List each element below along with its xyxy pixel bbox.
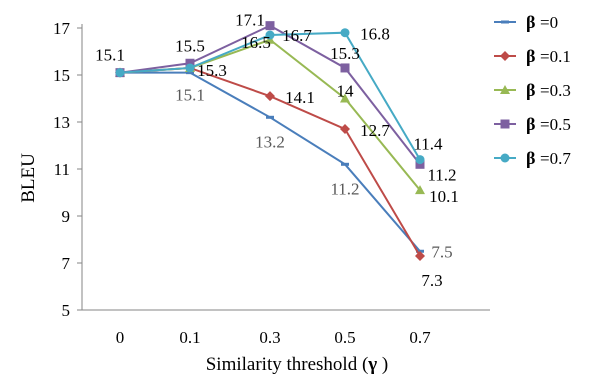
data-label: 15.5 xyxy=(175,36,205,55)
legend-series-name: =0.3 xyxy=(540,81,571,100)
legend: β =0β =0.1β =0.3β =0.5β =0.7 xyxy=(494,12,571,168)
data-point xyxy=(341,162,349,166)
data-label: 17.1 xyxy=(235,11,265,30)
legend-beta-symbol: β xyxy=(526,148,540,168)
legend-swatch-marker xyxy=(500,153,510,163)
data-point xyxy=(415,159,425,169)
x-tick-label: 0.5 xyxy=(334,328,355,347)
data-label: 16.7 xyxy=(282,26,312,45)
legend-entry: β =0.7 xyxy=(494,148,571,168)
legend-label: β =0.3 xyxy=(526,80,571,100)
data-point xyxy=(265,21,275,31)
data-label: 15.3 xyxy=(197,61,227,80)
data-label: 7.3 xyxy=(421,271,442,290)
data-label: 16.8 xyxy=(360,25,390,44)
x-tick-label: 0 xyxy=(116,328,125,347)
legend-series-name: =0.5 xyxy=(540,115,571,134)
data-label: 15.3 xyxy=(330,44,360,63)
legend-entry: β =0 xyxy=(494,12,558,32)
data-label: 12.7 xyxy=(360,121,390,140)
y-tick-label: 17 xyxy=(53,19,71,38)
data-label: 7.5 xyxy=(431,242,452,261)
legend-swatch-marker xyxy=(500,51,510,61)
legend-series-name: =0 xyxy=(540,13,558,32)
x-axis-title-prefix: Similarity threshold ( xyxy=(206,354,369,375)
data-point xyxy=(265,30,275,40)
x-tick-label: 0.1 xyxy=(179,328,200,347)
legend-series-name: =0.1 xyxy=(540,47,571,66)
series-layer xyxy=(115,21,425,261)
data-label: 16.5 xyxy=(241,33,271,52)
legend-label: β =0 xyxy=(526,12,558,32)
axes: 5 7 9 11 13 15 17 0 0.1 0.3 0.5 0.7 xyxy=(53,19,490,347)
y-tick-label: 15 xyxy=(53,66,70,85)
y-axis-title: BLEU xyxy=(18,153,39,203)
data-point xyxy=(266,115,274,119)
data-point xyxy=(415,250,425,261)
series-2 xyxy=(115,34,425,195)
legend-label: β =0.5 xyxy=(526,114,571,134)
data-label: 10.1 xyxy=(429,187,459,206)
y-tick-label: 7 xyxy=(62,254,71,273)
legend-entry: β =0.1 xyxy=(494,46,571,66)
data-label: 11.2 xyxy=(427,165,456,184)
data-label: 15.1 xyxy=(95,46,125,65)
data-label: 14.1 xyxy=(285,88,315,107)
legend-beta-symbol: β xyxy=(526,46,540,66)
data-point xyxy=(340,28,350,38)
data-point xyxy=(185,58,195,68)
data-point xyxy=(340,93,350,103)
data-point xyxy=(415,155,425,165)
y-tick-label: 5 xyxy=(62,301,71,320)
legend-label: β =0.7 xyxy=(526,148,571,168)
data-label: 13.2 xyxy=(255,132,285,151)
series-1 xyxy=(115,62,425,261)
legend-beta-symbol: β xyxy=(526,80,540,100)
y-tick-label: 11 xyxy=(54,160,70,179)
legend-swatch-marker xyxy=(501,20,509,24)
data-point xyxy=(115,68,125,78)
y-tick-label: 13 xyxy=(53,113,70,132)
legend-swatch-marker xyxy=(500,85,510,94)
legend-series-name: =0.7 xyxy=(540,149,571,168)
legend-entry: β =0.3 xyxy=(494,80,571,100)
data-point xyxy=(340,63,350,73)
data-label: 15.1 xyxy=(175,86,205,105)
legend-swatch-marker xyxy=(500,119,510,129)
series-4 xyxy=(115,28,425,165)
data-point xyxy=(265,91,275,102)
data-point xyxy=(340,124,350,135)
legend-label: β =0.1 xyxy=(526,46,571,66)
legend-beta-symbol: β xyxy=(526,114,540,134)
x-tick-label: 0.7 xyxy=(409,328,431,347)
x-axis-title-symbol: γ xyxy=(367,354,377,375)
legend-beta-symbol: β xyxy=(526,12,540,32)
x-axis-title-suffix: ) xyxy=(377,354,388,375)
x-axis-title: Similarity threshold (γ ) xyxy=(206,354,389,375)
data-point xyxy=(185,63,195,73)
data-label: 11.2 xyxy=(330,179,359,198)
data-label: 14 xyxy=(337,82,355,101)
series-line xyxy=(119,38,421,191)
y-tick-label: 9 xyxy=(62,207,71,226)
data-point xyxy=(415,185,425,195)
data-labels: 15.1 13.2 11.2 7.5 14.1 12.7 7.3 16.5 14 10.1 15.1… xyxy=(95,11,459,290)
legend-entry: β =0.5 xyxy=(494,114,571,134)
data-label: 11.4 xyxy=(413,135,443,154)
x-tick-label: 0.3 xyxy=(259,328,280,347)
